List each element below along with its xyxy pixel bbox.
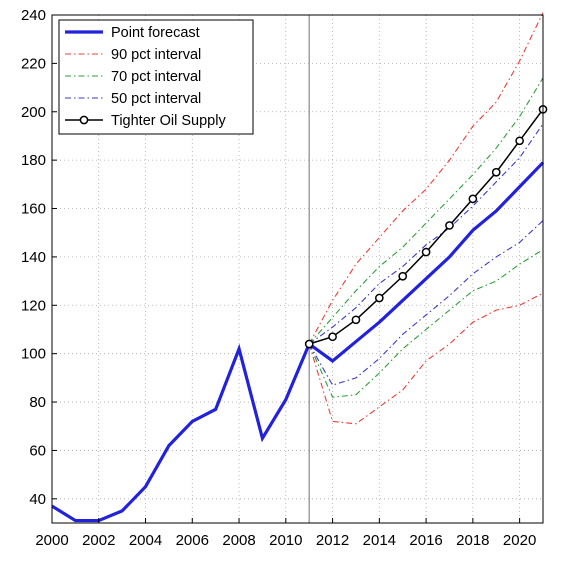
x-tick-label: 2010	[269, 532, 302, 549]
x-tick-label: 2014	[363, 532, 396, 549]
legend: Point forecast 90 pct interval 70 pct inte…	[58, 19, 254, 135]
y-tick-label: 160	[21, 201, 46, 218]
plot-frame	[51, 14, 544, 524]
legend-box	[58, 19, 254, 135]
x-tick-label: 2018	[456, 532, 489, 549]
x-tick-label: 2020	[503, 532, 536, 549]
tighter-oil-supply-point	[491, 167, 501, 177]
series-3-band-1	[308, 220, 544, 386]
tighter-oil-supply-point	[398, 271, 408, 281]
legend-label: 90 pct interval	[111, 47, 201, 63]
x-tick-label: 2006	[176, 532, 209, 549]
legend-marker	[79, 115, 89, 125]
series-1-band-1	[308, 292, 544, 425]
y-tick-label: 60	[29, 442, 46, 459]
tighter-oil-supply-point	[468, 194, 478, 204]
legend-label: 50 pct interval	[111, 91, 201, 107]
tighter-oil-supply-point	[374, 293, 384, 303]
x-tick-label: 2000	[35, 532, 68, 549]
tighter-oil-supply-point	[515, 136, 524, 146]
y-tick-label: 80	[29, 394, 46, 411]
series-point-forecast-line	[51, 161, 545, 523]
legend-label: Tighter Oil Supply	[111, 113, 226, 129]
tighter-oil-supply-point	[421, 247, 431, 257]
tighter-oil-supply-point	[445, 221, 454, 230]
series-layer	[51, 12, 548, 523]
y-tick-label: 140	[21, 249, 46, 266]
tighter-oil-supply-point	[351, 315, 361, 325]
y-tick-label: 120	[21, 297, 46, 314]
tighter-oil-supply-point	[304, 339, 314, 349]
y-tick-label: 40	[29, 491, 46, 508]
tick-layer: 2000 2002 2004 2006 2008 2010 2012 2014 2016 2018…	[21, 7, 536, 549]
series-2-band-0	[308, 77, 544, 345]
x-tick-label: 2002	[82, 532, 115, 549]
x-tick-label: 2012	[316, 532, 349, 549]
x-tick-label: 2016	[409, 532, 442, 549]
tighter-oil-supply-point	[328, 332, 337, 342]
x-tick-label: 2004	[129, 532, 162, 549]
legend-label: 70 pct interval	[111, 69, 201, 85]
series-2-band-1	[308, 249, 544, 398]
y-tick-label: 240	[21, 7, 46, 24]
y-tick-label: 220	[21, 55, 46, 72]
y-tick-label: 180	[21, 152, 46, 169]
legend-label: Point forecast	[111, 25, 200, 41]
y-tick-label: 100	[21, 346, 46, 363]
series-3-band-0	[308, 123, 544, 345]
y-tick-label: 200	[21, 104, 46, 121]
x-tick-label: 2008	[222, 532, 255, 549]
